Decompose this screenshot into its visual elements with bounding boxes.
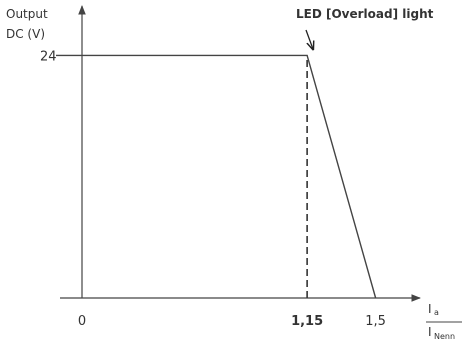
x-tick-labels: 0 1,15 1,5	[78, 314, 386, 329]
output-voltage-line	[82, 54, 377, 299]
x-axis-label-denominator: I	[428, 325, 432, 339]
x-axis-label: I a I Nenn	[426, 302, 462, 341]
x-tick-label: 0	[78, 314, 86, 329]
y-axis-label-line-1: Output	[6, 7, 48, 21]
x-axis-label-numerator: I	[428, 302, 432, 316]
y-tick-labels: 24	[40, 49, 57, 64]
led-annotation-text: LED [Overload] light	[296, 7, 434, 21]
led-annotation-arrow	[305, 29, 313, 49]
y-axis-label-line-2: DC (V)	[6, 27, 45, 41]
axes	[60, 5, 421, 302]
y-axis-label: Output DC (V)	[6, 7, 48, 41]
led-annotation: LED [Overload] light	[296, 7, 434, 49]
x-axis-label-denominator-sub: Nenn	[434, 332, 455, 341]
x-tick-label: 1,5	[365, 314, 386, 329]
x-tick-label: 1,15	[291, 314, 323, 329]
x-axis-label-numerator-sub: a	[434, 308, 439, 317]
y-tick-label: 24	[40, 49, 57, 64]
series-group	[56, 54, 377, 299]
